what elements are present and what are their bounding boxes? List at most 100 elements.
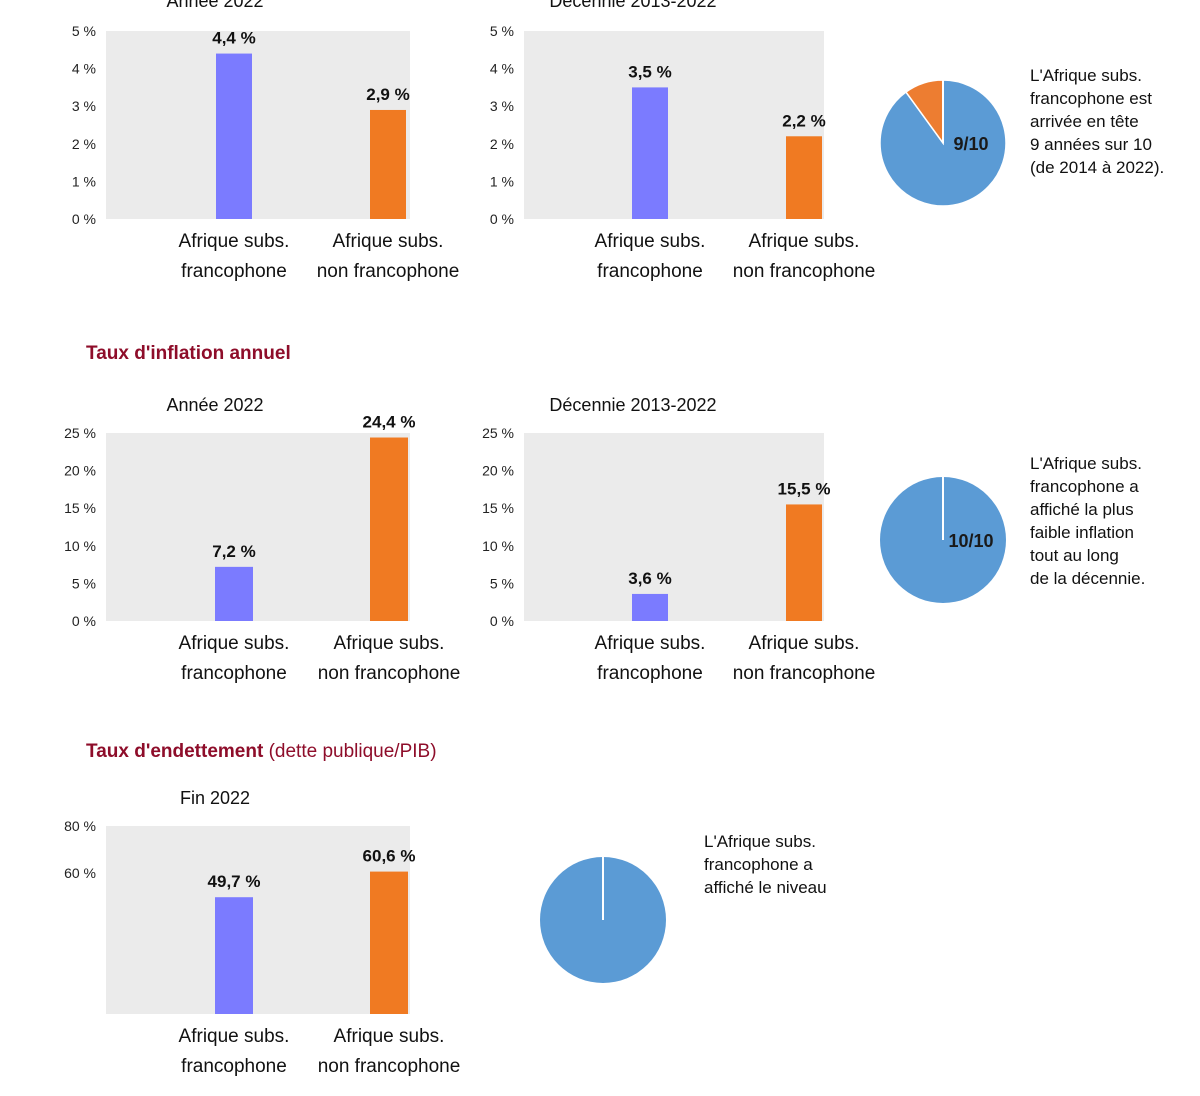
chart-plot: 0 % 5 % 10 % 15 % 20 % 25 % 3,6 % 15,5 % bbox=[482, 425, 831, 629]
data-label: 49,7 % bbox=[208, 872, 261, 891]
category-label: Afrique subs. francophone bbox=[178, 231, 290, 282]
category-label: Afrique subs. francophone bbox=[594, 633, 706, 684]
data-label: 2,9 % bbox=[366, 85, 409, 104]
bar-francophone bbox=[632, 87, 668, 220]
bar-non-francophone bbox=[370, 437, 408, 621]
data-label: 24,4 % bbox=[363, 413, 416, 432]
category-label: Afrique subs. non francophone bbox=[732, 633, 876, 684]
y-tick-label: 15 % bbox=[482, 500, 514, 516]
bar-non-francophone bbox=[786, 136, 822, 219]
chart-plot: 0 % 5 % 10 % 15 % 20 % 25 % 7,2 % 24,4 % bbox=[64, 413, 416, 629]
section-title-text: Taux d'endettement bbox=[86, 741, 264, 762]
category-label: Afrique subs. non francophone bbox=[317, 1026, 461, 1077]
y-tick-label: 2 % bbox=[72, 136, 96, 152]
y-tick-label: 4 % bbox=[490, 61, 514, 77]
y-tick-label: 25 % bbox=[482, 425, 514, 441]
y-tick-label: 0 % bbox=[72, 211, 96, 227]
y-tick-label: 25 % bbox=[64, 425, 96, 441]
y-tick-label: 80 % bbox=[64, 818, 96, 834]
y-tick-label: 0 % bbox=[490, 613, 514, 629]
chart-title: Décennie 2013-2022 bbox=[549, 395, 717, 415]
plot-area bbox=[524, 433, 824, 621]
y-tick-label: 5 % bbox=[490, 575, 514, 591]
plot-area bbox=[106, 433, 410, 621]
data-label: 7,2 % bbox=[212, 542, 255, 561]
note-debt: L'Afrique subs. francophone a affiché le n… bbox=[704, 830, 827, 899]
growth-2022-chart: Année 2022 0 % 1 % 2 % 3 % 4 % 5 % 4,4 % 2,9 % Af… bbox=[20, 0, 459, 301]
y-tick-label: 0 % bbox=[72, 613, 96, 629]
bar-francophone bbox=[216, 53, 252, 220]
chart-title: Année 2022 bbox=[166, 0, 264, 11]
bar-non-francophone bbox=[786, 504, 822, 621]
pie-label: 9/10 bbox=[953, 134, 988, 154]
category-label: Afrique subs. non francophone bbox=[316, 231, 460, 282]
y-tick-label: 0 % bbox=[490, 211, 514, 227]
bar-francophone bbox=[215, 897, 253, 1014]
debt-2022-chart: Fin 2022 60 % 80 % 49,7 % 60,6 % Afrique subs… bbox=[20, 786, 460, 1096]
bar-non-francophone bbox=[370, 109, 406, 219]
data-label: 60,6 % bbox=[363, 847, 416, 866]
note-line: francophone a bbox=[704, 855, 813, 874]
chart-title: Décennie 2013-2022 bbox=[549, 0, 717, 11]
note-line: arrivée en tête bbox=[1030, 112, 1139, 131]
section-title-debt: Taux d'endettement (dette publique/PIB) bbox=[86, 741, 437, 763]
data-label: 3,5 % bbox=[628, 62, 671, 81]
chart-plot: 0 % 1 % 2 % 3 % 4 % 5 % 3,5 % 2,2 % bbox=[490, 23, 826, 227]
chart-title: Fin 2022 bbox=[179, 788, 251, 808]
plot-area bbox=[106, 31, 410, 219]
y-tick-label: 10 % bbox=[482, 538, 514, 554]
pie-label: 10/10 bbox=[948, 531, 993, 551]
note-line: tout au long bbox=[1030, 546, 1119, 565]
y-tick-label: 3 % bbox=[490, 98, 514, 114]
data-label: 2,2 % bbox=[782, 111, 825, 130]
note-line: francophone est bbox=[1030, 89, 1152, 108]
y-tick-label: 60 % bbox=[64, 865, 96, 881]
y-tick-label: 2 % bbox=[490, 136, 514, 152]
chart-title: Année 2022 bbox=[166, 395, 264, 415]
note-inflation: L'Afrique subs. francophone a affiché la p… bbox=[1030, 452, 1145, 590]
category-label: Afrique subs. non francophone bbox=[317, 633, 461, 684]
chart-plot: 60 % 80 % 49,7 % 60,6 % bbox=[64, 818, 416, 1014]
data-label: 15,5 % bbox=[778, 479, 831, 498]
pie-growth: 9/10 bbox=[879, 79, 1007, 207]
note-line: affiché la plus bbox=[1030, 500, 1134, 519]
y-tick-label: 3 % bbox=[72, 98, 96, 114]
bar-non-francophone bbox=[370, 871, 408, 1014]
y-tick-label: 20 % bbox=[64, 463, 96, 479]
note-line: L'Afrique subs. bbox=[704, 832, 816, 851]
note-line: (de 2014 à 2022). bbox=[1030, 158, 1165, 177]
data-label: 3,6 % bbox=[628, 569, 671, 588]
y-tick-label: 1 % bbox=[490, 173, 514, 189]
category-label: Afrique subs. non francophone bbox=[732, 231, 876, 282]
bar-francophone bbox=[215, 566, 253, 621]
bar-francophone bbox=[632, 593, 668, 621]
note-line: faible inflation bbox=[1030, 523, 1134, 542]
category-label: Afrique subs. francophone bbox=[594, 231, 706, 282]
y-tick-label: 1 % bbox=[72, 173, 96, 189]
category-label: Afrique subs. francophone bbox=[178, 633, 290, 684]
pie-debt bbox=[540, 857, 666, 983]
inflation-decade-chart: Décennie 2013-2022 0 % 5 % 10 % 15 % 20 % 25 %… bbox=[438, 393, 875, 703]
note-line: L'Afrique subs. bbox=[1030, 66, 1142, 85]
y-tick-label: 5 % bbox=[490, 23, 514, 39]
note-growth: L'Afrique subs. francophone est arrivée en… bbox=[1030, 64, 1164, 179]
section-subtitle: (dette publique/PIB) bbox=[268, 741, 437, 762]
y-tick-label: 15 % bbox=[64, 500, 96, 516]
section-title-inflation: Taux d'inflation annuel bbox=[86, 343, 291, 365]
chart-plot: 0 % 1 % 2 % 3 % 4 % 5 % 4,4 % 2,9 % bbox=[72, 23, 410, 227]
pie-inflation: 10/10 bbox=[880, 477, 1006, 603]
y-tick-label: 10 % bbox=[64, 538, 96, 554]
section-title-text: Taux d'inflation annuel bbox=[86, 343, 291, 364]
y-tick-label: 4 % bbox=[72, 61, 96, 77]
plot-area bbox=[524, 31, 824, 219]
note-line: L'Afrique subs. bbox=[1030, 454, 1142, 473]
y-tick-label: 5 % bbox=[72, 575, 96, 591]
inflation-2022-chart: Année 2022 0 % 5 % 10 % 15 % 20 % 25 % 7,2 % 24,… bbox=[20, 393, 460, 703]
note-line: 9 années sur 10 bbox=[1030, 135, 1152, 154]
note-line: francophone a bbox=[1030, 477, 1139, 496]
y-tick-label: 20 % bbox=[482, 463, 514, 479]
growth-decade-chart: Décennie 2013-2022 0 % 1 % 2 % 3 % 4 % 5 % 3,5 … bbox=[438, 0, 875, 301]
category-label: Afrique subs. francophone bbox=[178, 1026, 290, 1077]
data-label: 4,4 % bbox=[212, 29, 255, 48]
note-line: affiché le niveau bbox=[704, 878, 827, 897]
